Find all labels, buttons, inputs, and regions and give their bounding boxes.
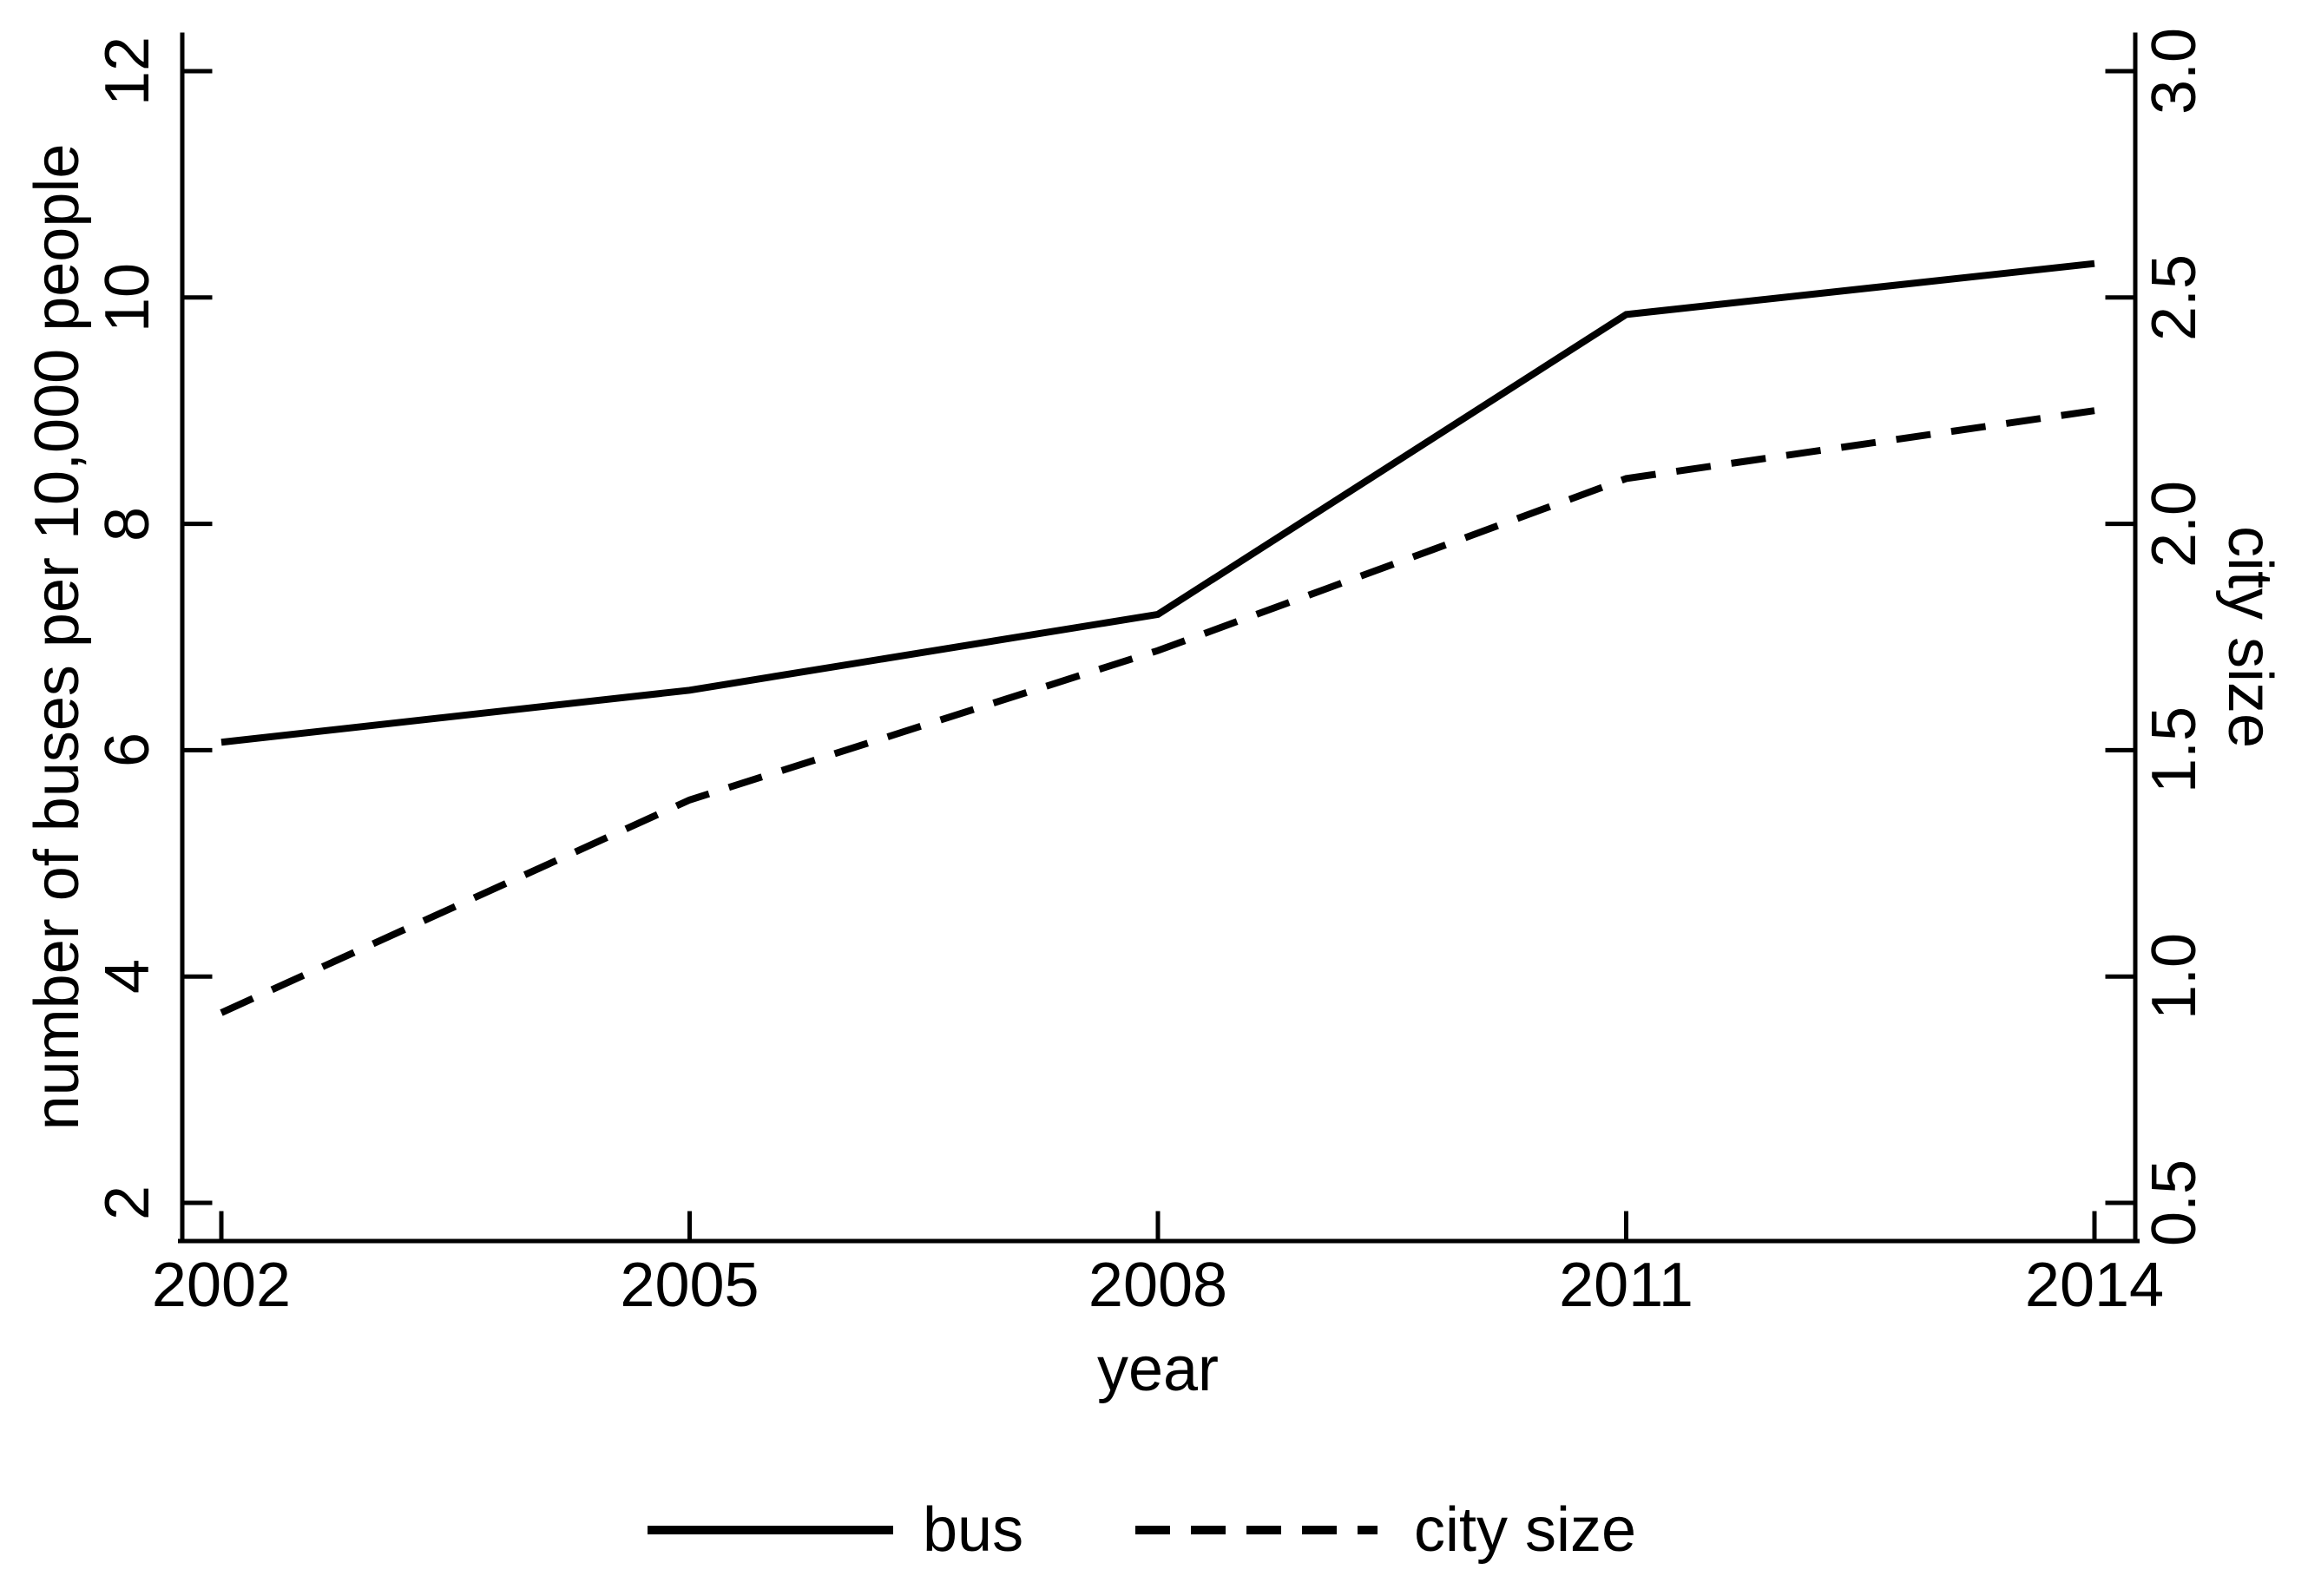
data-series-layer bbox=[220, 259, 2095, 1016]
right-axis-tick-label: 3.0 bbox=[2140, 27, 2209, 115]
x-axis-tick-label: 2005 bbox=[620, 1251, 759, 1320]
left-axis-tick-label: 6 bbox=[93, 732, 162, 768]
right-axis-title: city size bbox=[2215, 525, 2285, 749]
left-axis-tick-label: 12 bbox=[93, 36, 162, 107]
series-line-city-size bbox=[220, 407, 2095, 1016]
x-axis-tick-label: 2008 bbox=[1088, 1251, 1228, 1320]
left-axis-tick-label: 10 bbox=[93, 262, 162, 332]
series-line-bus bbox=[220, 259, 2095, 746]
right-axis-tick-label: 1.5 bbox=[2140, 706, 2209, 794]
x-axis-tick-label: 2014 bbox=[2024, 1251, 2165, 1320]
left-axis-tick-label: 8 bbox=[93, 506, 162, 542]
left-axis-tick-label: 4 bbox=[93, 959, 162, 995]
left-axis-tick-label: 2 bbox=[93, 1185, 162, 1221]
right-axis-tick-label: 2.5 bbox=[2140, 253, 2209, 341]
right-axis-tick-label: 2.0 bbox=[2140, 480, 2209, 568]
legend-label-bus: bus bbox=[923, 1495, 1024, 1565]
x-axis-tick-label: 2002 bbox=[151, 1251, 292, 1320]
x-axis-title: year bbox=[1096, 1335, 1220, 1404]
right-axis-tick-label: 0.5 bbox=[2140, 1159, 2209, 1247]
axes-layer bbox=[178, 32, 2140, 1244]
x-axis-tick-label: 2011 bbox=[1559, 1251, 1693, 1320]
left-axis-title: number of buses per 10,000 people bbox=[23, 143, 92, 1131]
legend-label-city-size: city size bbox=[1414, 1495, 1637, 1565]
right-axis-tick-label: 1.0 bbox=[2140, 933, 2209, 1021]
